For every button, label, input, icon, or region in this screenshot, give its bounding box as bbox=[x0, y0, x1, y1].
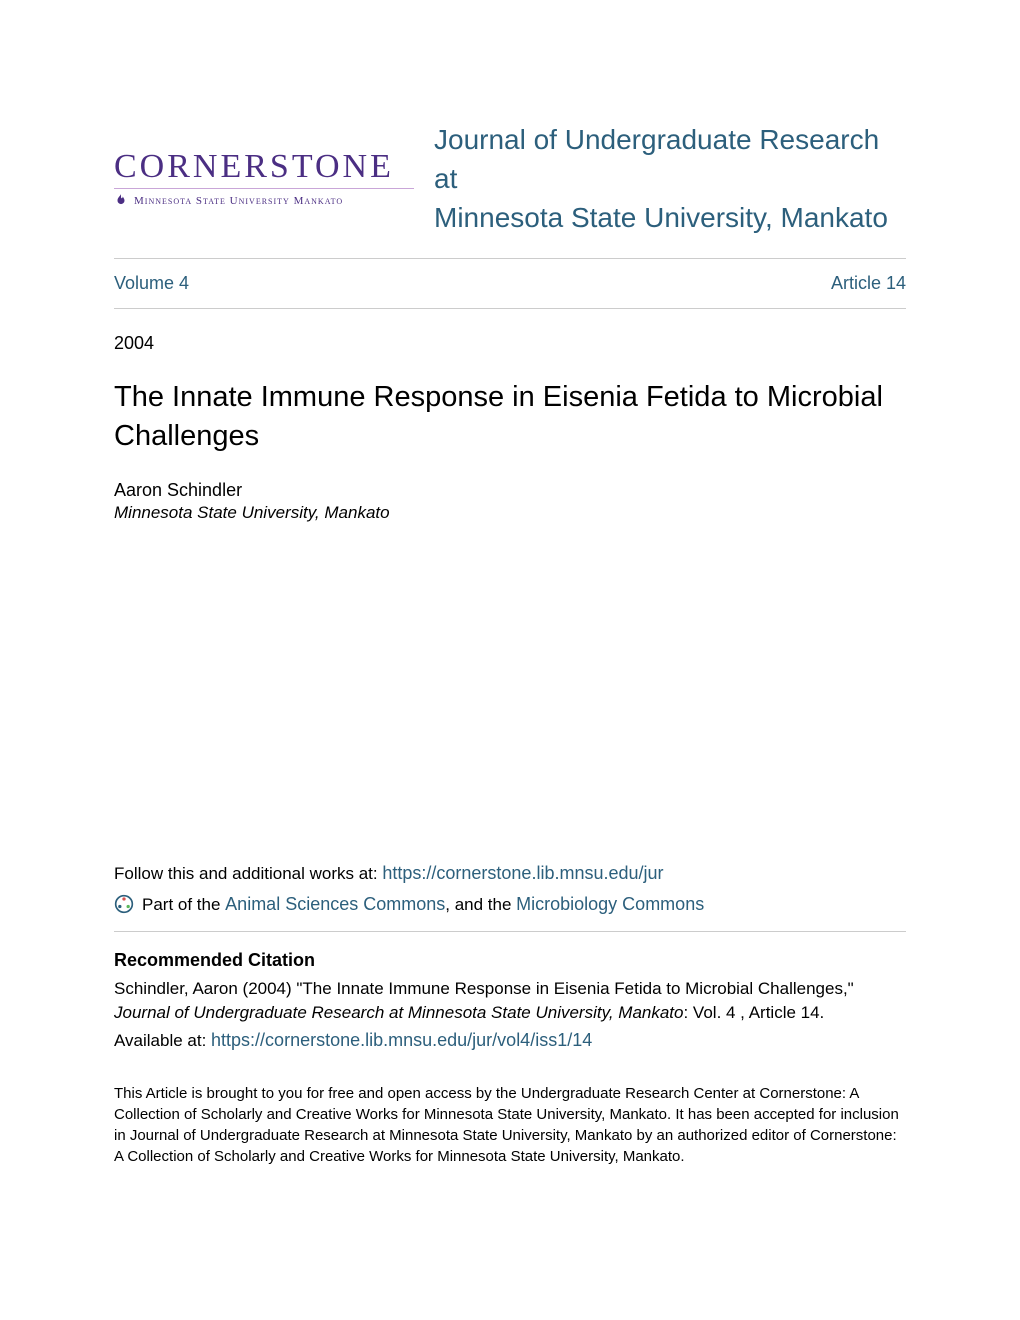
available-at: Available at: https://cornerstone.lib.mn… bbox=[114, 1030, 906, 1051]
journal-title-line2: Minnesota State University, Mankato bbox=[434, 202, 888, 233]
header: CORNERSTONE Minnesota State University M… bbox=[114, 120, 906, 238]
spacer bbox=[114, 523, 906, 863]
citation-pre: Schindler, Aaron (2004) "The Innate Immu… bbox=[114, 979, 854, 998]
partof-text: Part of the Animal Sciences Commons, and… bbox=[142, 894, 704, 915]
cornerstone-logo: CORNERSTONE Minnesota State University M… bbox=[114, 148, 414, 210]
partof-prefix: Part of the bbox=[142, 895, 225, 914]
logo-subtitle-wrap: Minnesota State University Mankato bbox=[114, 188, 414, 210]
available-prefix: Available at: bbox=[114, 1031, 211, 1050]
footer-text: This Article is brought to you for free … bbox=[114, 1083, 906, 1167]
article-title: The Innate Immune Response in Eisenia Fe… bbox=[114, 378, 906, 456]
available-url[interactable]: https://cornerstone.lib.mnsu.edu/jur/vol… bbox=[211, 1030, 592, 1050]
commons-link-1[interactable]: Animal Sciences Commons bbox=[225, 894, 445, 914]
divider bbox=[114, 931, 906, 932]
partof-line: Part of the Animal Sciences Commons, and… bbox=[114, 894, 906, 915]
follow-line: Follow this and additional works at: htt… bbox=[114, 863, 906, 884]
commons-link-2[interactable]: Microbiology Commons bbox=[516, 894, 704, 914]
recommended-citation-heading: Recommended Citation bbox=[114, 950, 906, 971]
author-affiliation: Minnesota State University, Mankato bbox=[114, 503, 906, 523]
volume-link[interactable]: Volume 4 bbox=[114, 273, 189, 294]
logo-wordmark: CORNERSTONE bbox=[114, 148, 414, 186]
follow-prefix: Follow this and additional works at: bbox=[114, 864, 382, 883]
citation-journal: Journal of Undergraduate Research at Min… bbox=[114, 1003, 683, 1022]
nav-row: Volume 4 Article 14 bbox=[114, 258, 906, 309]
citation-post: : Vol. 4 , Article 14. bbox=[683, 1003, 824, 1022]
author-name: Aaron Schindler bbox=[114, 480, 906, 501]
publication-year: 2004 bbox=[114, 333, 906, 354]
journal-title[interactable]: Journal of Undergraduate Research at Min… bbox=[434, 120, 906, 238]
citation-text: Schindler, Aaron (2004) "The Innate Immu… bbox=[114, 977, 906, 1026]
flame-icon bbox=[114, 193, 128, 210]
logo-subtitle: Minnesota State University Mankato bbox=[134, 195, 343, 207]
journal-title-line1: Journal of Undergraduate Research at bbox=[434, 124, 879, 194]
follow-url[interactable]: https://cornerstone.lib.mnsu.edu/jur bbox=[382, 863, 663, 883]
article-link[interactable]: Article 14 bbox=[831, 273, 906, 294]
partof-mid: , and the bbox=[445, 895, 516, 914]
commons-network-icon bbox=[114, 894, 134, 914]
